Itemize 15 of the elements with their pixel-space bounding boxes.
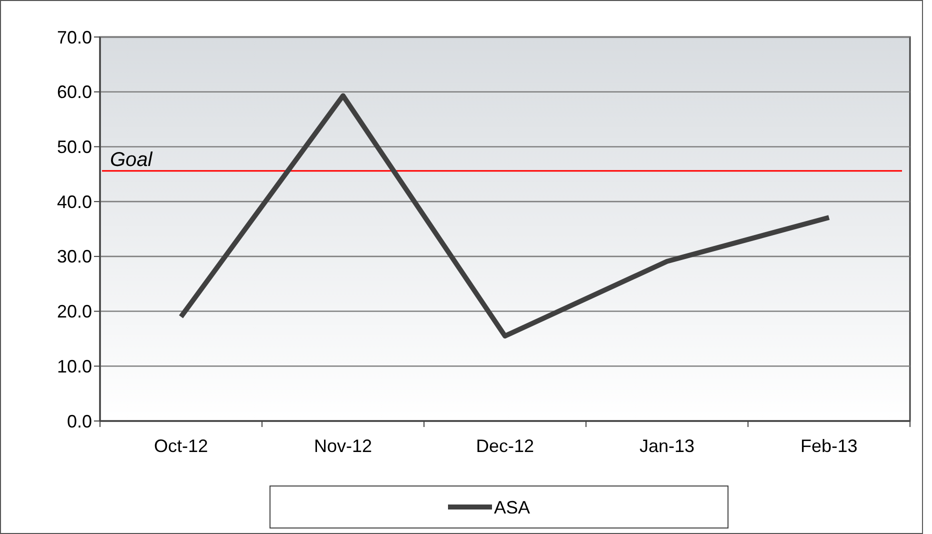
legend-label: ASA bbox=[494, 497, 530, 518]
y-tick-label: 50.0 bbox=[56, 137, 92, 158]
x-tick-label: Jan-13 bbox=[639, 436, 695, 456]
y-tick-label: 60.0 bbox=[56, 82, 92, 102]
ref-line-label: Goal bbox=[110, 148, 153, 171]
y-tick-label: 20.0 bbox=[56, 302, 92, 322]
x-tick-label: Dec-12 bbox=[476, 436, 534, 456]
y-tick-label: 0.0 bbox=[66, 411, 92, 432]
y-tick-label: 70.0 bbox=[56, 27, 92, 48]
y-tick-label: 40.0 bbox=[56, 192, 92, 212]
x-tick-label: Oct-12 bbox=[154, 436, 208, 456]
x-tick-label: Nov-12 bbox=[314, 436, 372, 456]
y-tick-label: 10.0 bbox=[56, 356, 92, 376]
x-tick-label: Feb-13 bbox=[800, 436, 858, 456]
y-tick-label: 30.0 bbox=[56, 246, 92, 267]
